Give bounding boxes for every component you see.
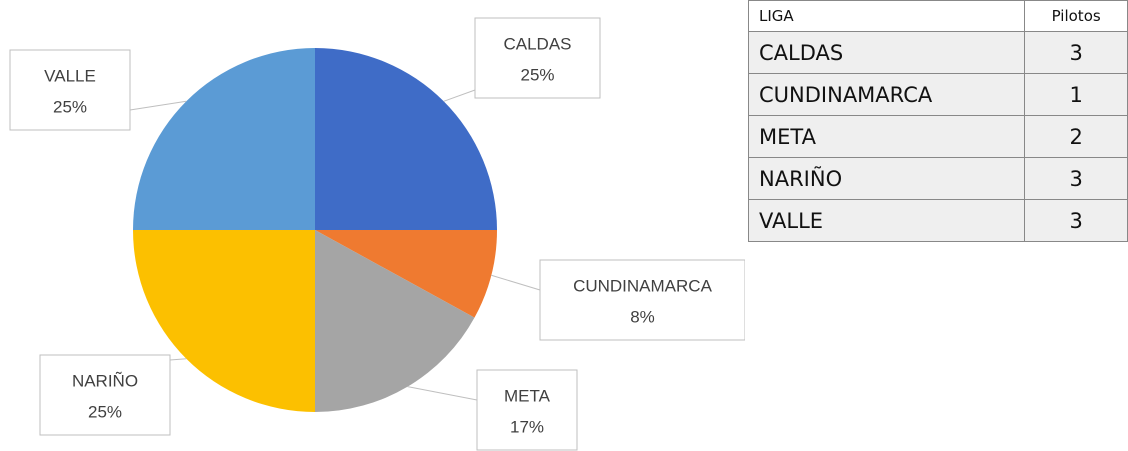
table-row: CALDAS 3 (747, 31, 1128, 74)
label-box (539, 259, 745, 341)
data-table: LIGA Pilotos CALDAS 3 CUNDINAMARCA 1 META 2 NARI… (747, 0, 1128, 242)
table-cell: 2 (1024, 115, 1128, 158)
category-label: META (504, 386, 551, 405)
value-label: 25% (88, 402, 122, 421)
table-cell: 3 (1024, 31, 1128, 74)
table-cell: NARIÑO (747, 157, 1026, 200)
label-box (39, 354, 171, 436)
category-label: CUNDINAMARCA (573, 276, 713, 295)
pie-slice (133, 48, 315, 230)
table-row: META 2 (747, 115, 1128, 158)
pie-slice (315, 230, 475, 412)
table-cell: 1 (1024, 73, 1128, 116)
leader-line (169, 358, 187, 361)
table-cell: VALLE (747, 199, 1026, 242)
value-label: 25% (53, 97, 87, 116)
label-box (9, 49, 131, 131)
chart: CALDAS 25% CUNDINAMARCA 8% META 17% NARIÑO 25% V… (9, 17, 745, 451)
header-cell: Pilotos (1024, 0, 1128, 32)
header-cell: LIGA (747, 0, 1026, 32)
table-row: NARIÑO 3 (747, 157, 1128, 200)
table-cell: META (747, 115, 1026, 158)
value-label: 25% (520, 65, 554, 84)
table-cell: CUNDINAMARCA (747, 73, 1026, 116)
table-row: CUNDINAMARCA 1 (747, 73, 1128, 116)
leader-line (129, 100, 187, 111)
value-label: 8% (630, 307, 655, 326)
table-cell: CALDAS (747, 31, 1026, 74)
label-box (474, 17, 601, 99)
category-label: CALDAS (503, 34, 571, 53)
header-row: LIGA Pilotos (747, 0, 1128, 32)
pie-slice (315, 48, 497, 230)
leader-line (491, 274, 541, 291)
category-label: NARIÑO (72, 371, 138, 390)
table-cell: 3 (1024, 199, 1128, 242)
label-box (476, 369, 578, 451)
leader-line (407, 386, 478, 401)
category-label: VALLE (44, 66, 96, 85)
pie-slice (315, 230, 497, 318)
value-label: 17% (510, 417, 544, 436)
table-cell: 3 (1024, 157, 1128, 200)
table-row: VALLE 3 (747, 199, 1128, 242)
pie-slice (133, 230, 315, 412)
leader-line (443, 89, 476, 102)
